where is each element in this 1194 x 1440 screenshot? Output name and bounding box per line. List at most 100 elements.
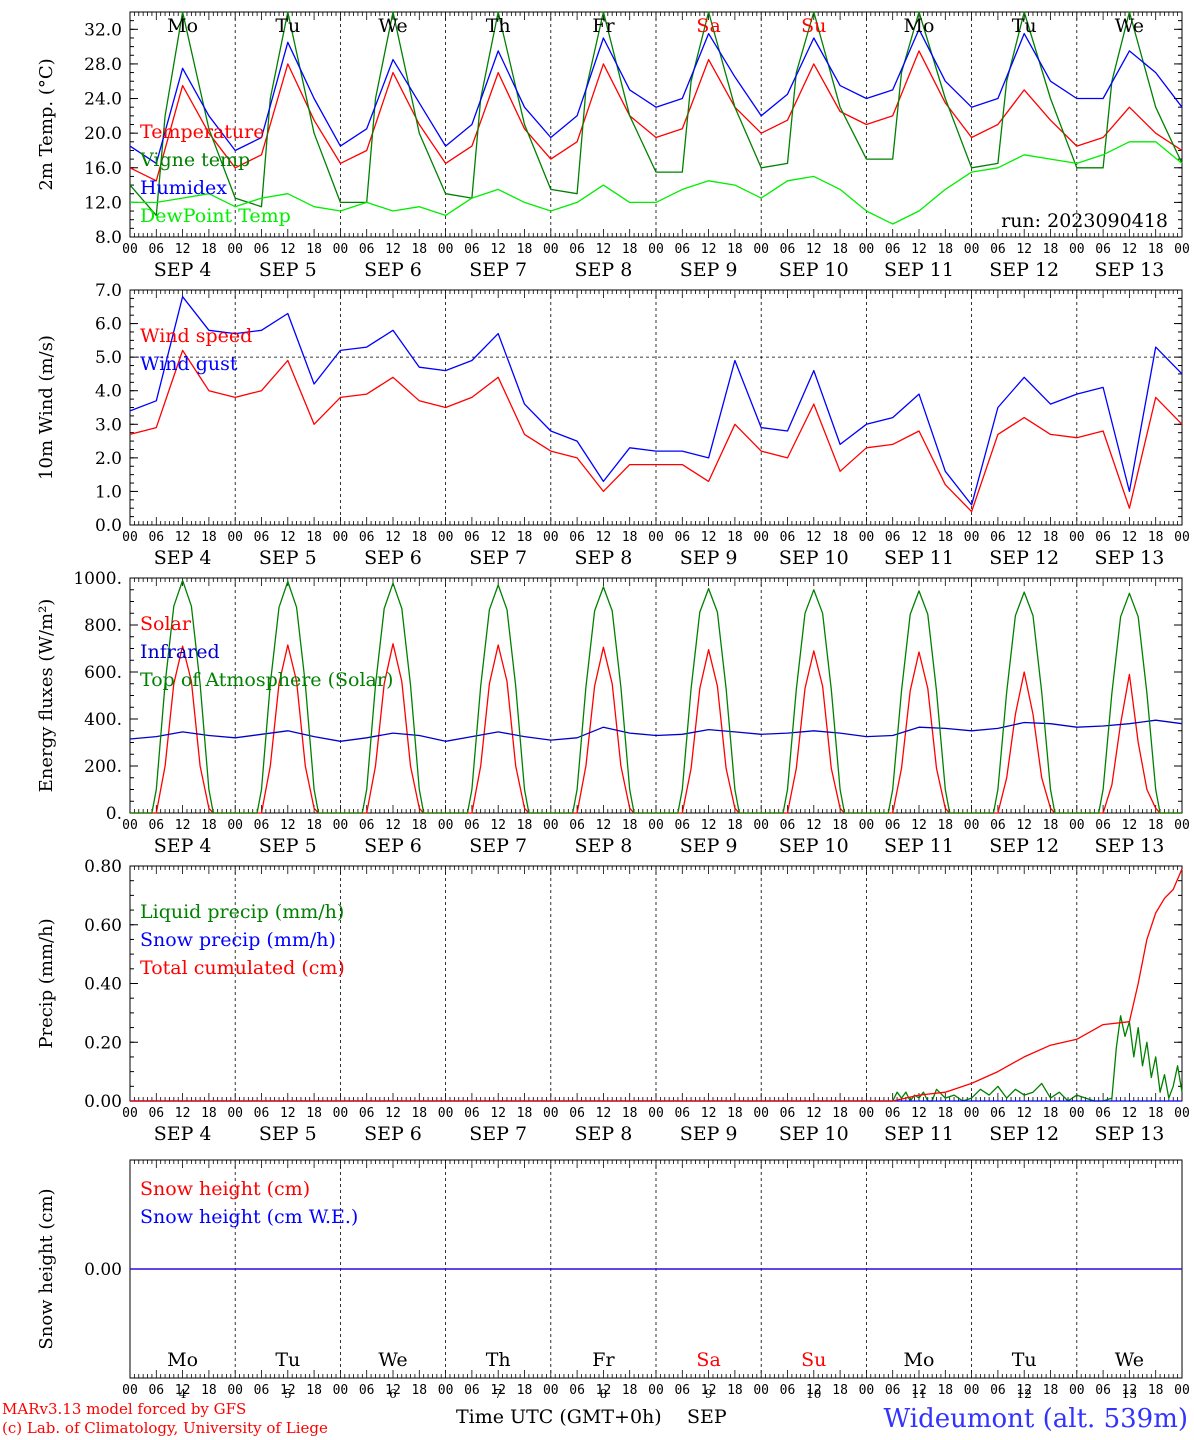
hour-label: 12: [1016, 818, 1032, 833]
hour-label: 18: [306, 1106, 322, 1121]
hour-label: 00: [543, 1106, 559, 1121]
series-line-humidex: [129, 28, 1183, 165]
y-tick-label: 4.0: [95, 382, 122, 402]
hour-label: 06: [148, 1383, 164, 1398]
date-label: SEP 12: [989, 1123, 1059, 1145]
date-label: SEP 9: [680, 835, 738, 857]
hour-label: 00: [859, 530, 875, 545]
hour-label: 00: [122, 1106, 138, 1121]
series-line-total-cumulated-cm-: [130, 868, 1183, 1102]
hour-label: 12: [911, 530, 927, 545]
hour-label: 00: [964, 1106, 980, 1121]
date-label: SEP 13: [1094, 835, 1164, 857]
day-abbr: Sa: [696, 15, 720, 37]
y-axis-title: 2m Temp. (°C): [36, 58, 57, 190]
date-label: SEP 4: [154, 1123, 212, 1145]
credit-line-1: MARv3.13 model forced by GFS: [2, 1400, 246, 1418]
series-line-infrared: [129, 719, 1183, 742]
hour-label: 00: [333, 530, 349, 545]
day-number: 4: [179, 1387, 187, 1401]
hour-label: 00: [333, 1383, 349, 1398]
date-label: SEP 9: [680, 547, 738, 569]
hour-label: 18: [1148, 1383, 1164, 1398]
date-label: SEP 5: [259, 259, 317, 281]
hour-label: 18: [306, 1383, 322, 1398]
hour-label: 00: [1069, 530, 1085, 545]
date-label: SEP 4: [154, 547, 212, 569]
hour-label: 06: [780, 242, 796, 257]
day-number: 11: [911, 1387, 926, 1401]
hour-label: 06: [569, 530, 585, 545]
y-tick-label: 16.0: [84, 159, 122, 179]
hour-label: 06: [674, 530, 690, 545]
hour-label: 18: [1043, 818, 1059, 833]
date-label: SEP 10: [779, 835, 849, 857]
date-label: SEP 11: [884, 1123, 954, 1145]
hour-label: 06: [1095, 1106, 1111, 1121]
legend-entry: Liquid precip (mm/h): [140, 901, 344, 923]
hour-label: 12: [596, 818, 612, 833]
hour-label: 12: [175, 530, 191, 545]
hour-label: 00: [1069, 1383, 1085, 1398]
hour-label: 18: [1148, 530, 1164, 545]
plot-frame: [129, 11, 1183, 238]
hour-label: 12: [280, 1106, 296, 1121]
date-label: SEP 10: [779, 1123, 849, 1145]
y-tick-label: 0.80: [84, 857, 122, 877]
hour-label: 12: [596, 1106, 612, 1121]
y-tick-label: 2.0: [95, 449, 122, 469]
legend-entry: Wind speed: [140, 325, 252, 347]
hour-label: 18: [1148, 1106, 1164, 1121]
hour-label: 00: [227, 1383, 243, 1398]
hour-label: 18: [306, 242, 322, 257]
hour-label: 06: [148, 818, 164, 833]
hour-label: 00: [753, 818, 769, 833]
hour-label: 06: [148, 530, 164, 545]
date-label: SEP 12: [989, 835, 1059, 857]
hour-label: 18: [937, 1106, 953, 1121]
hour-label: 18: [832, 818, 848, 833]
day-abbr: Th: [486, 15, 511, 37]
legend-entry: Total cumulated (cm): [140, 957, 345, 979]
hour-label: 18: [201, 818, 217, 833]
hour-label: 12: [280, 1383, 296, 1398]
legend-entry: Snow height (cm W.E.): [140, 1206, 358, 1228]
date-label: SEP 11: [884, 835, 954, 857]
hour-label: 06: [990, 530, 1006, 545]
hour-label: 00: [648, 1383, 664, 1398]
y-tick-label: 0.60: [84, 916, 122, 936]
series-line-top-of-atmosphere-solar-: [130, 579, 1182, 814]
hour-label: 06: [1095, 1383, 1111, 1398]
date-label: SEP 9: [680, 1123, 738, 1145]
panel-3: 0. 200. 400. 600. 800. 1000. Energy fluxes (W/…: [36, 569, 1190, 857]
day-abbr: Fr: [592, 1349, 615, 1371]
y-tick-label: 1.0: [95, 482, 122, 502]
hour-label: 00: [227, 1106, 243, 1121]
y-tick-label: 7.0: [95, 281, 122, 301]
hour-label: 18: [832, 530, 848, 545]
legend-entry: Temperature: [140, 121, 264, 143]
hour-label: 06: [885, 1383, 901, 1398]
date-label: SEP 7: [469, 547, 527, 569]
legend-entry: DewPoint Temp: [140, 205, 291, 227]
y-tick-label: 0.: [106, 804, 122, 824]
panel-1: 8.0 12.0 16.0 20.0 24.0 28.0 32.0 2m Temp. (°C)…: [36, 11, 1190, 281]
hour-label: 18: [411, 530, 427, 545]
hour-label: 06: [674, 818, 690, 833]
hour-label: 00: [648, 530, 664, 545]
hour-label: 00: [964, 242, 980, 257]
date-label: SEP 13: [1094, 259, 1164, 281]
hour-label: 06: [254, 1106, 270, 1121]
legend-entry: Top of Atmosphere (Solar): [140, 669, 393, 691]
day-abbr: Tu: [275, 15, 300, 37]
hour-label: 00: [543, 818, 559, 833]
hour-label: 00: [1069, 242, 1085, 257]
hour-label: 06: [674, 1383, 690, 1398]
hour-label: 18: [727, 530, 743, 545]
hour-label: 06: [359, 1383, 375, 1398]
hour-label: 06: [780, 1383, 796, 1398]
hour-label: 12: [1016, 242, 1032, 257]
date-label: SEP 11: [884, 547, 954, 569]
hour-label: 00: [333, 242, 349, 257]
